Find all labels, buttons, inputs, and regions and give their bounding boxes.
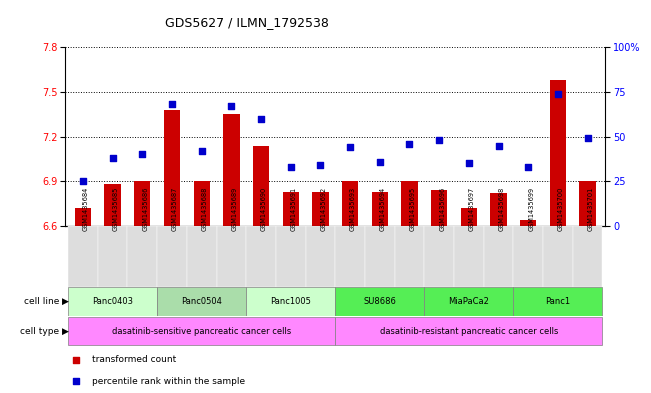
Point [226,103,236,109]
Text: SU8686: SU8686 [363,297,396,306]
Bar [461,208,477,226]
Bar [424,287,514,316]
Point [553,90,563,97]
Text: GSM1435685: GSM1435685 [113,186,118,231]
Point [345,144,355,151]
Bar [431,190,447,226]
Text: GSM1435688: GSM1435688 [202,186,208,231]
Text: GSM1435699: GSM1435699 [528,187,534,231]
Point [404,141,415,147]
Point [77,178,88,184]
Bar [401,181,418,226]
Point [434,137,445,143]
Bar [543,226,573,287]
Text: GSM1435692: GSM1435692 [320,187,326,231]
Point [256,116,266,122]
Point [137,151,148,158]
Bar [68,226,98,287]
Text: GSM1435690: GSM1435690 [261,187,267,231]
Bar [579,181,596,226]
Bar [573,226,602,287]
Text: GSM1435689: GSM1435689 [231,187,238,231]
Point [583,135,593,141]
Text: ▶: ▶ [62,297,69,306]
Bar [490,193,506,226]
Text: GSM1435696: GSM1435696 [439,187,445,231]
Point [197,148,207,154]
Bar [187,226,217,287]
Bar [283,192,299,226]
Bar [514,287,602,316]
Text: dasatinib-resistant pancreatic cancer cells: dasatinib-resistant pancreatic cancer ce… [380,327,558,336]
Text: dasatinib-sensitive pancreatic cancer cells: dasatinib-sensitive pancreatic cancer ce… [112,327,291,336]
Bar [98,226,128,287]
Point [464,160,474,167]
Text: transformed count: transformed count [92,355,176,364]
Text: Panc1005: Panc1005 [270,297,311,306]
Bar [193,181,210,226]
Bar [372,192,388,226]
Bar [246,226,276,287]
Bar [424,226,454,287]
Bar [68,287,157,316]
Text: Panc0403: Panc0403 [92,297,133,306]
Bar [484,226,514,287]
Bar [454,226,484,287]
Text: cell type: cell type [20,327,62,336]
Text: GSM1435700: GSM1435700 [558,186,564,231]
Bar [335,287,424,316]
Point [523,164,533,170]
Text: ▶: ▶ [62,327,69,336]
Text: cell line: cell line [23,297,62,306]
Text: MiaPaCa2: MiaPaCa2 [449,297,490,306]
Bar [164,110,180,226]
Point [107,155,118,161]
Text: percentile rank within the sample: percentile rank within the sample [92,377,245,386]
Bar [104,184,121,226]
Bar [335,226,365,287]
Text: Panc0504: Panc0504 [181,297,222,306]
Bar [342,181,358,226]
Bar [223,114,240,226]
Bar [312,192,329,226]
Point [71,378,81,384]
Point [493,142,504,149]
Text: GSM1435694: GSM1435694 [380,187,386,231]
Bar [365,226,395,287]
Point [286,164,296,170]
Bar [305,226,335,287]
Text: Panc1: Panc1 [546,297,570,306]
Bar [75,208,91,226]
Text: GSM1435698: GSM1435698 [499,187,505,231]
Text: GSM1435687: GSM1435687 [172,186,178,231]
Text: GSM1435684: GSM1435684 [83,186,89,231]
Bar [157,287,246,316]
Point [167,101,177,108]
Text: GSM1435701: GSM1435701 [588,187,594,231]
Bar [520,220,536,226]
Bar [157,226,187,287]
Bar [68,317,335,345]
Bar [335,317,602,345]
Bar [549,80,566,226]
Point [374,158,385,165]
Text: GSM1435693: GSM1435693 [350,187,356,231]
Point [315,162,326,168]
Bar [514,226,543,287]
Bar [217,226,246,287]
Text: GDS5627 / ILMN_1792538: GDS5627 / ILMN_1792538 [165,16,329,29]
Text: GSM1435695: GSM1435695 [409,187,415,231]
Bar [128,226,157,287]
Bar [246,287,335,316]
Text: GSM1435691: GSM1435691 [291,187,297,231]
Text: GSM1435686: GSM1435686 [143,186,148,231]
Bar [276,226,305,287]
Bar [395,226,424,287]
Text: GSM1435697: GSM1435697 [469,187,475,231]
Bar [134,181,150,226]
Point [71,356,81,363]
Bar [253,145,270,226]
